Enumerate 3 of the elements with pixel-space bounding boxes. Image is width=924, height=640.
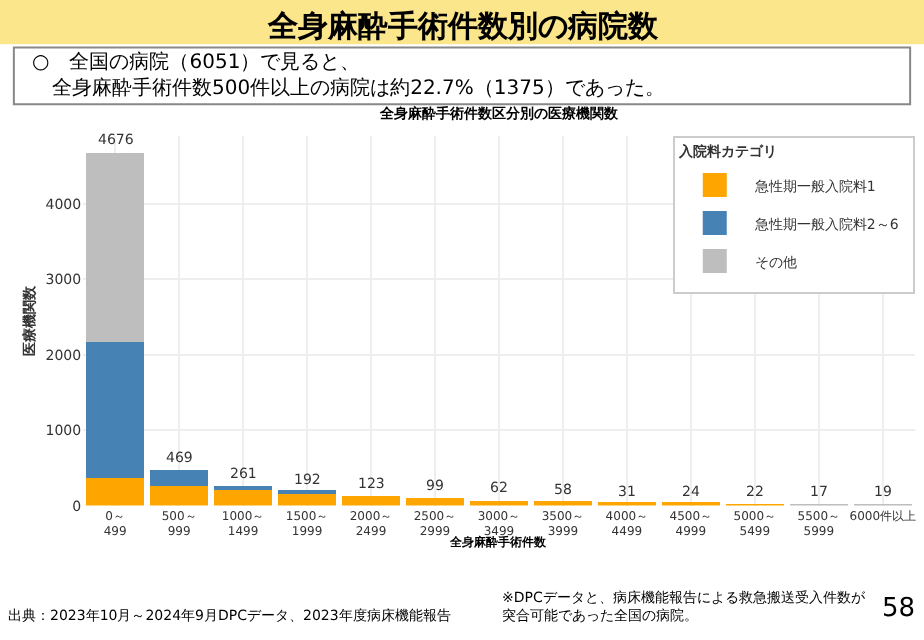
chart-subtitle: 全身麻酔手術件数別の病院数 xyxy=(266,8,660,44)
text: ○ 全国の病院（6051）で見ると、全身麻酔手術件数500件以上の病院は約22.7%（1375）であった。 xyxy=(32,50,665,100)
text: 58 xyxy=(882,594,916,624)
